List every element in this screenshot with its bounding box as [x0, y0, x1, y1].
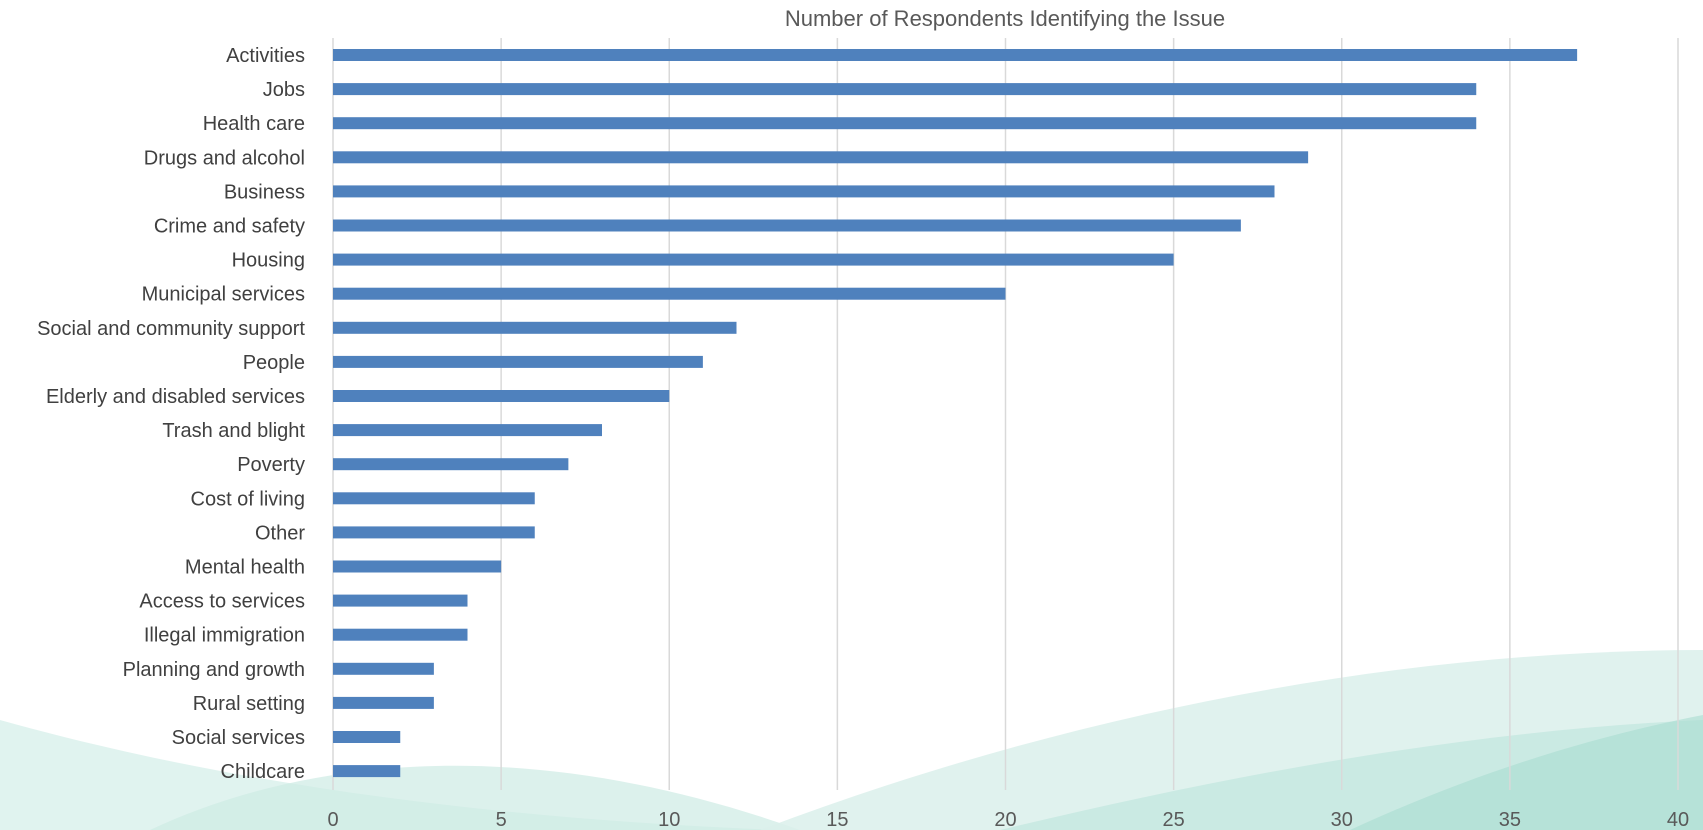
chart-title: Number of Respondents Identifying the Is…: [785, 6, 1225, 31]
bar: [333, 253, 1174, 266]
category-label: Jobs: [263, 79, 305, 101]
x-tick-label: 15: [826, 809, 848, 830]
bar: [333, 83, 1477, 96]
bar: [333, 355, 703, 368]
category-label: Cost of living: [191, 488, 306, 510]
x-tick-label: 25: [1163, 809, 1185, 830]
x-tick-label: 20: [994, 809, 1016, 830]
category-label: Elderly and disabled services: [46, 386, 305, 408]
category-label: Social and community support: [37, 318, 305, 340]
bar: [333, 321, 737, 334]
decorative-background-waves: [0, 650, 1703, 830]
bars: [333, 49, 1578, 778]
category-label: Housing: [232, 250, 305, 272]
bar: [333, 662, 434, 675]
category-label: Health care: [203, 113, 305, 135]
category-label: Activities: [226, 45, 305, 67]
x-tick-labels: 0 5 10 15 20 25 30 35 40: [327, 809, 1689, 830]
category-label: Poverty: [237, 454, 305, 476]
bar: [333, 731, 401, 743]
x-tick-label: 30: [1331, 809, 1353, 830]
x-tick-label: 10: [658, 809, 680, 830]
category-label: People: [243, 352, 305, 374]
bar: [333, 696, 434, 709]
bar: [333, 526, 535, 539]
x-tick-label: 35: [1499, 809, 1521, 830]
category-label: Business: [224, 181, 305, 203]
bar: [333, 390, 670, 402]
bar: [333, 49, 1578, 61]
bar: [333, 458, 569, 471]
bar: [333, 219, 1241, 232]
category-label: Planning and growth: [123, 659, 305, 681]
bar: [333, 424, 602, 437]
category-label: Illegal immigration: [144, 625, 305, 647]
category-label: Trash and blight: [162, 420, 305, 442]
bar: [333, 560, 502, 573]
x-tick-label: 40: [1667, 809, 1689, 830]
category-label: Mental health: [185, 557, 305, 579]
bar: [333, 117, 1477, 130]
category-label: Crime and safety: [154, 216, 305, 238]
category-label: Municipal services: [142, 284, 305, 306]
category-label: Social services: [172, 727, 305, 749]
category-label: Drugs and alcohol: [144, 147, 305, 169]
bar: [333, 628, 468, 641]
bar: [333, 594, 468, 607]
bar: [333, 151, 1309, 164]
bar: [333, 185, 1275, 198]
category-label: Access to services: [139, 591, 305, 613]
category-label: Rural setting: [193, 693, 305, 715]
category-labels: Activities Jobs Health care Drugs and alcoh…: [37, 45, 305, 783]
bar: [333, 765, 401, 778]
bar: [333, 492, 535, 505]
category-label: Other: [255, 522, 305, 544]
x-tick-label: 0: [327, 809, 338, 830]
category-label: Childcare: [221, 761, 305, 783]
x-tick-label: 5: [496, 809, 507, 830]
gridlines: [332, 38, 1679, 790]
bar: [333, 287, 1006, 300]
